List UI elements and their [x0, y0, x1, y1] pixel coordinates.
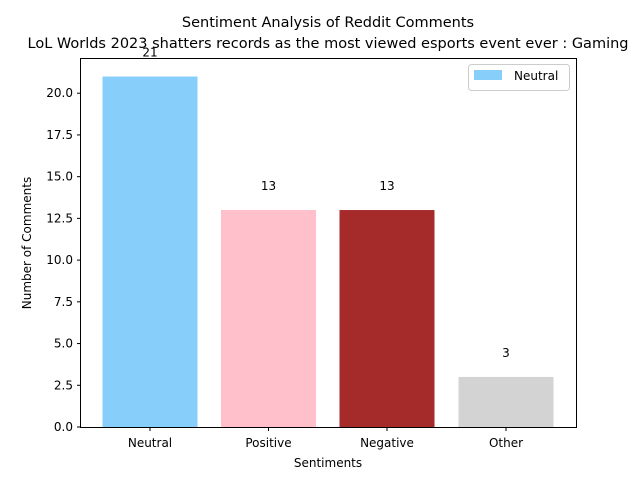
chart-subtitle: LoL Worlds 2023 shatters records as the … — [28, 36, 629, 52]
bar-value-label-neutral: 21 — [142, 46, 157, 60]
x-tick-label-neutral: Neutral — [128, 436, 172, 450]
legend-label-neutral: Neutral — [514, 69, 558, 83]
plot-frame — [80, 58, 577, 428]
y-tick-label: 5.0 — [54, 337, 73, 351]
y-tick-label: 12.5 — [46, 211, 73, 225]
y-tick-label: 0.0 — [54, 420, 73, 434]
y-tick-label: 17.5 — [46, 128, 73, 142]
y-tick-label: 2.5 — [54, 378, 73, 392]
bar-positive — [221, 210, 316, 427]
bar-negative — [339, 210, 435, 427]
chart-title: Sentiment Analysis of Reddit Comments — [182, 15, 474, 31]
x-tick-label-negative: Negative — [360, 436, 414, 450]
y-tick-label: 20.0 — [46, 86, 73, 100]
y-axis-label: Number of Comments — [20, 177, 34, 309]
bars-group — [102, 76, 554, 428]
x-tick-label-other: Other — [489, 436, 523, 450]
legend: Neutral — [468, 64, 570, 91]
bar-value-labels: 21 13 13 3 — [142, 46, 509, 360]
y-tick-label: 7.5 — [54, 295, 73, 309]
x-tick-label-positive: Positive — [245, 436, 291, 450]
bar-value-label-other: 3 — [502, 346, 510, 360]
x-axis-label: Sentiments — [294, 456, 362, 470]
y-tick-label: 15.0 — [46, 170, 73, 184]
y-tick-label: 10.0 — [46, 253, 73, 267]
legend-swatch-neutral — [474, 70, 502, 80]
bar-neutral — [102, 76, 198, 428]
bar-value-label-positive: 13 — [261, 179, 276, 193]
y-axis: 0.0 2.5 5.0 7.5 10.0 12.5 15.0 17.5 20.0 — [46, 86, 81, 434]
bar-other — [458, 376, 554, 427]
bar-value-label-negative: 13 — [379, 179, 394, 193]
x-axis: Neutral Positive Negative Other — [128, 427, 523, 450]
